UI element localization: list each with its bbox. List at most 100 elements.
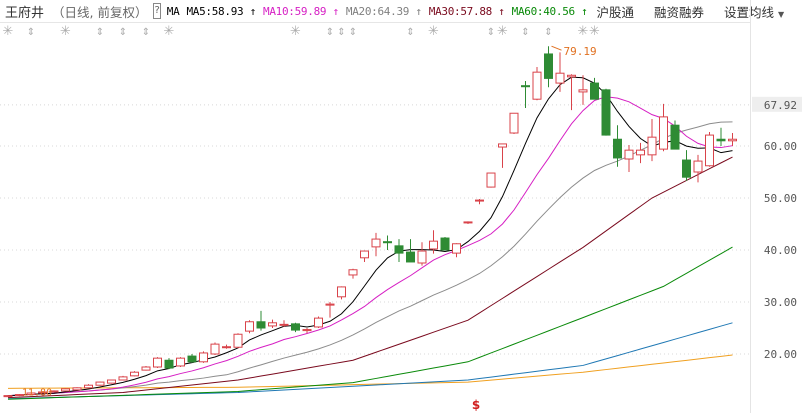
candle (314, 316, 323, 328)
dividend-marker-icon[interactable]: $ (472, 398, 480, 412)
margin-trading-link[interactable]: 融资融券 (654, 4, 705, 20)
candle-body (176, 357, 185, 367)
updown-arrow-marker-icon[interactable]: ⇕ (119, 27, 127, 38)
candle-body (256, 321, 266, 329)
candle-body (49, 390, 59, 393)
candle (84, 384, 93, 389)
updown-arrow-marker-icon[interactable]: ⇕ (27, 27, 35, 38)
candle (624, 144, 634, 172)
candle-body (383, 241, 392, 244)
candle-body (95, 381, 105, 386)
candle-body (716, 138, 726, 142)
candle-body (314, 317, 323, 328)
candle-body (141, 366, 151, 371)
candle-body (647, 136, 657, 156)
candle-body (222, 346, 231, 349)
candle (256, 310, 266, 331)
candle-body (578, 89, 588, 93)
candle-body (670, 124, 680, 150)
candle (26, 392, 36, 396)
candle (337, 286, 346, 300)
last-price-label: 67.92 (764, 99, 797, 112)
candle (130, 371, 139, 377)
candle (38, 391, 47, 394)
star-marker-icon[interactable]: ✳ (428, 24, 439, 39)
star-marker-icon[interactable]: ✳ (290, 24, 301, 39)
candle (15, 394, 24, 397)
candle-body (452, 243, 461, 254)
candle-body (15, 394, 24, 397)
candle (555, 52, 565, 92)
candle-body (417, 250, 427, 264)
updown-arrow-marker-icon[interactable]: ⇕ (337, 27, 345, 38)
updown-arrow-marker-icon[interactable]: ⇕ (96, 27, 104, 38)
star-marker-icon[interactable]: ✳ (164, 24, 175, 39)
updown-arrow-marker-icon[interactable]: ⇕ (349, 27, 357, 38)
candle-body (279, 323, 289, 326)
candle-body (360, 250, 369, 259)
star-marker-icon[interactable]: ✳ (589, 24, 600, 39)
candle (452, 243, 461, 258)
caret-down-icon: ▼ (778, 9, 785, 19)
candle (141, 365, 151, 371)
low-price-label: 11.80 (22, 388, 52, 399)
candle-body (567, 74, 576, 78)
candle (279, 320, 289, 327)
ma-settings-dropdown[interactable]: 设置均线 ▼ (724, 2, 784, 21)
candle (590, 77, 599, 100)
candle (475, 199, 484, 205)
hk-connect-link[interactable]: 沪股通 (596, 4, 635, 20)
candle-body (210, 343, 220, 355)
candle (406, 239, 415, 263)
updown-arrow-marker-icon[interactable]: ⇕ (521, 27, 529, 38)
candle-body (337, 286, 346, 298)
candle-body (371, 238, 381, 248)
ma-settings-label: 设置均线 (724, 5, 774, 20)
updown-arrow-marker-icon[interactable]: ⇕ (406, 27, 414, 38)
candle (187, 354, 197, 363)
candle-body (348, 269, 358, 276)
ma5-line (7, 76, 733, 397)
candle (601, 88, 611, 136)
updown-arrow-marker-icon[interactable]: ⇕ (487, 27, 495, 38)
y-tick-label: 60.00 (764, 140, 797, 153)
candle (233, 333, 243, 349)
candle-body (705, 134, 714, 167)
candle-body (302, 329, 312, 332)
candle-body (61, 388, 70, 392)
star-marker-icon[interactable]: ✳ (3, 24, 14, 39)
star-marker-icon[interactable]: ✳ (60, 24, 71, 39)
candle (682, 150, 691, 181)
candle (532, 66, 542, 101)
help-button[interactable]: ? (153, 3, 161, 19)
ma-legend-item: MA10:59.89 ↑ (263, 4, 339, 18)
ma-legend-item: MA60:40.56 ↑ (511, 4, 588, 18)
candle (647, 118, 657, 162)
y-tick-label: 30.00 (764, 296, 797, 309)
candle-body (509, 112, 519, 134)
candle-body (26, 392, 36, 396)
candle (716, 127, 726, 146)
candle-body (394, 245, 404, 254)
updown-arrow-marker-icon[interactable]: ⇕ (142, 27, 150, 38)
candle (394, 239, 404, 262)
candle-body (429, 240, 438, 250)
candle-body (659, 116, 668, 150)
candle (440, 237, 450, 251)
candle (705, 131, 714, 167)
ma-label: MA (166, 4, 180, 18)
ma-legend-item: MA20:64.39 ↑ (345, 4, 422, 18)
candle (578, 75, 588, 105)
candle (49, 390, 59, 393)
star-marker-icon[interactable]: ✳ (578, 24, 589, 39)
updown-arrow-marker-icon[interactable]: ⇕ (544, 27, 552, 38)
candle-body (3, 395, 13, 398)
y-tick-label: 20.00 (764, 348, 797, 361)
candle (72, 387, 82, 391)
candle (61, 388, 70, 392)
period-label: （日线, 前复权） (52, 4, 148, 20)
updown-arrow-marker-icon[interactable]: ⇕ (326, 27, 334, 38)
candle (463, 221, 473, 224)
star-marker-icon[interactable]: ✳ (497, 24, 508, 39)
